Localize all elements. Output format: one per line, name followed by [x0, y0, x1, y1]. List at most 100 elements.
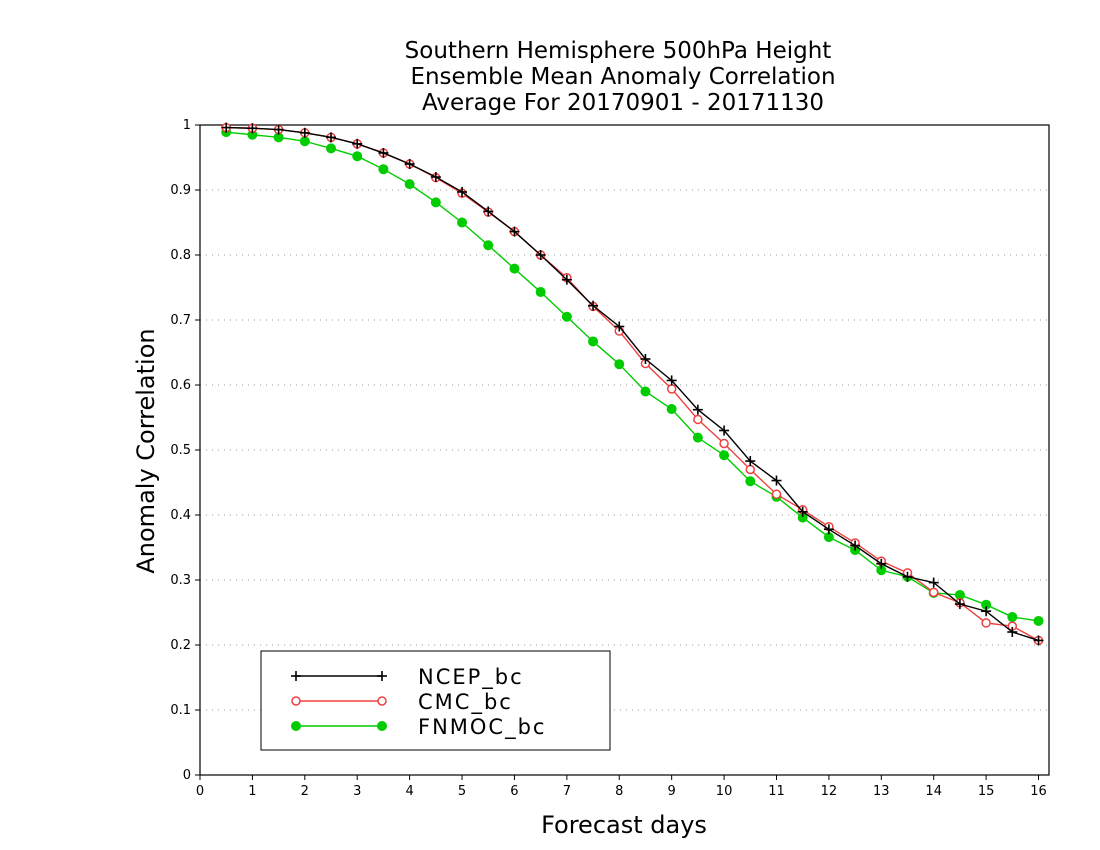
x-tick-label-5: 5	[458, 784, 466, 799]
point-NCEP_bc-22	[797, 506, 808, 517]
legend-item-NCEP_bc: NCEP_bc	[291, 665, 524, 690]
series-line-FNMOC_bc	[226, 131, 1039, 622]
legend-marker-end-CMC_bc	[377, 696, 387, 706]
chart-title: Southern Hemisphere 500hPa Height Ensemb…	[405, 38, 836, 116]
point-NCEP_bc-6	[378, 147, 389, 158]
point-FNMOC_bc-31	[1033, 615, 1044, 626]
y-tick-label-6: 0.6	[170, 378, 191, 393]
x-tick-label-4: 4	[405, 784, 413, 799]
point-NCEP_bc-27	[928, 577, 939, 588]
point-NCEP_bc-12	[535, 250, 546, 260]
series-line-CMC_bc	[226, 126, 1039, 642]
point-NCEP_bc-4	[326, 132, 337, 143]
legend-label-NCEP_bc: NCEP_bc	[418, 665, 524, 690]
point-NCEP_bc-28	[954, 599, 965, 610]
point-NCEP_bc-0	[221, 122, 232, 133]
legend-marker-start-CMC_bc	[291, 696, 301, 706]
title-line-1: Southern Hemisphere 500hPa Height	[405, 38, 832, 64]
y-tick-label-5: 0.5	[170, 443, 191, 458]
x-tick-label-9: 9	[668, 784, 676, 799]
x-axis-label: Forecast days	[541, 811, 707, 839]
point-FNMOC_bc-10	[483, 240, 494, 251]
grid	[200, 189, 1049, 711]
legend-label-FNMOC_bc: FNMOC_bc	[418, 715, 546, 740]
x-tick-label-14: 14	[925, 784, 942, 799]
y-tick-label-10: 1	[183, 118, 191, 133]
legend-marker-start-NCEP_bc	[291, 671, 301, 681]
series-CMC_bc	[221, 122, 1044, 646]
point-NCEP_bc-2	[273, 124, 284, 135]
point-FNMOC_bc-17	[666, 404, 677, 415]
x-tick-label-16: 16	[1030, 784, 1047, 799]
legend-item-CMC_bc: CMC_bc	[291, 690, 511, 715]
point-FNMOC_bc-14	[588, 336, 599, 347]
title-line-2: Ensemble Mean Anomaly Correlation	[410, 64, 835, 90]
x-tick-label-3: 3	[353, 784, 361, 799]
legend-marker-start-FNMOC_bc	[291, 721, 301, 731]
point-NCEP_bc-25	[876, 558, 887, 569]
point-FNMOC_bc-15	[614, 359, 625, 370]
point-CMC_bc-29	[981, 618, 991, 628]
point-NCEP_bc-21	[771, 475, 782, 486]
point-NCEP_bc-7	[404, 159, 415, 169]
point-NCEP_bc-9	[457, 186, 468, 197]
point-FNMOC_bc-6	[378, 164, 389, 175]
point-FNMOC_bc-11	[509, 263, 520, 274]
legend-item-FNMOC_bc: FNMOC_bc	[291, 715, 546, 740]
y-tick-label-8: 0.8	[170, 248, 191, 263]
point-CMC_bc-18	[693, 414, 703, 425]
y-tick-label-1: 0.1	[170, 703, 191, 718]
point-NCEP_bc-1	[247, 123, 258, 134]
y-tick-label-9: 0.9	[170, 183, 191, 198]
point-NCEP_bc-18	[692, 404, 703, 415]
point-NCEP_bc-26	[902, 571, 913, 582]
point-CMC_bc-21	[771, 489, 782, 499]
point-FNMOC_bc-8	[430, 197, 441, 208]
y-tick-label-7: 0.7	[170, 313, 191, 328]
point-FNMOC_bc-19	[719, 450, 730, 461]
point-CMC_bc-20	[745, 464, 756, 475]
point-NCEP_bc-24	[850, 540, 861, 551]
x-tick-label-8: 8	[615, 784, 623, 799]
point-NCEP_bc-8	[430, 172, 441, 182]
y-axis-label: Anomaly Correlation	[132, 328, 160, 573]
point-FNMOC_bc-20	[745, 476, 756, 487]
point-NCEP_bc-23	[823, 524, 834, 535]
point-NCEP_bc-31	[1033, 635, 1044, 646]
series-line-NCEP_bc	[226, 126, 1039, 642]
point-FNMOC_bc-13	[561, 311, 572, 322]
title-line-3: Average For 20170901 - 20171130	[422, 90, 824, 116]
point-FNMOC_bc-7	[404, 179, 415, 190]
series-NCEP_bc	[221, 122, 1044, 646]
y-tick-label-4: 0.4	[170, 508, 191, 523]
point-NCEP_bc-17	[666, 375, 677, 386]
point-CMC_bc-17	[666, 384, 677, 394]
point-NCEP_bc-20	[745, 456, 756, 467]
point-NCEP_bc-10	[483, 206, 494, 217]
x-tick-label-13: 13	[873, 784, 890, 799]
y-tick-label-2: 0.2	[170, 638, 191, 653]
y-tick-label-3: 0.3	[170, 573, 191, 588]
point-FNMOC_bc-3	[299, 136, 310, 147]
point-FNMOC_bc-12	[535, 287, 546, 298]
point-NCEP_bc-19	[719, 425, 730, 436]
point-FNMOC_bc-4	[326, 143, 337, 154]
point-NCEP_bc-3	[299, 127, 310, 138]
point-CMC_bc-27	[928, 587, 939, 598]
point-FNMOC_bc-30	[1007, 612, 1018, 623]
point-NCEP_bc-29	[981, 606, 992, 617]
point-FNMOC_bc-5	[352, 151, 363, 162]
x-tick-label-1: 1	[248, 784, 256, 799]
point-FNMOC_bc-16	[640, 386, 651, 397]
axes: 00.10.20.30.40.50.60.70.80.910 1 2 3 4 5 6 7 8 9 1…	[170, 118, 1050, 799]
x-tick-label-6: 6	[510, 784, 518, 799]
legend-marker-end-NCEP_bc	[377, 671, 387, 681]
point-NCEP_bc-13	[561, 274, 572, 285]
x-tick-label-10: 10	[716, 784, 733, 799]
y-tick-label-0: 0	[183, 768, 191, 783]
x-tick-label-7: 7	[563, 784, 571, 799]
x-tick-label-0: 0	[196, 784, 204, 799]
point-FNMOC_bc-18	[692, 432, 703, 443]
